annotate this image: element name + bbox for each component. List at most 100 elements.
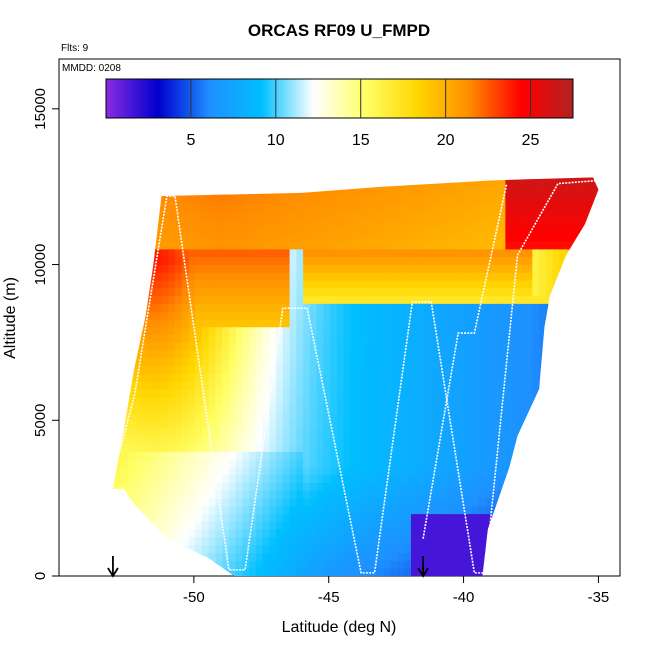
heatmap-cell [114,311,122,320]
heatmap-cell [397,451,405,460]
heatmap-cell [357,412,365,421]
heatmap-cell [464,202,473,211]
heatmap-cell [377,357,385,367]
heatmap-cell [303,560,311,569]
heatmap-cell [559,552,567,561]
heatmap-cell [363,326,371,336]
heatmap-cell [148,443,156,452]
heatmap-cell [478,420,486,429]
heatmap-cell [545,280,553,289]
heatmap-cell [485,365,493,374]
heatmap-cell [437,505,446,515]
heatmap-cell [112,334,115,343]
heatmap-cell [525,342,533,351]
heatmap-cell [518,326,527,336]
heatmap-cell [559,225,567,234]
heatmap-cell [545,435,553,445]
heatmap-cell [289,295,297,304]
heatmap-cell [336,210,344,219]
heatmap-cell [121,202,129,211]
heatmap-cell [141,342,149,351]
heatmap-cell [276,552,284,561]
heatmap-cell [154,451,162,460]
heatmap-cell [289,373,297,382]
heatmap-cell [154,389,162,398]
heatmap-cell [518,396,527,406]
heatmap-cell [168,233,176,242]
heatmap-cell [168,552,176,561]
heatmap-cell [350,194,358,203]
heatmap-cell [478,451,486,460]
heatmap-cell [498,521,506,530]
heatmap-cell [188,256,196,265]
heatmap-cell [518,498,527,507]
heatmap-cell [363,443,371,452]
heatmap-cell [269,365,277,374]
heatmap-cell [478,163,485,171]
heatmap-cell [458,513,466,522]
heatmap-cell [235,513,243,522]
heatmap-cell [491,389,500,398]
heatmap-cell [525,365,533,374]
heatmap-cell [350,241,358,250]
heatmap-cell [572,552,580,561]
heatmap-cell [410,396,419,406]
heatmap-cell [228,552,237,561]
heatmap-cell [121,568,129,576]
heatmap-cell [316,326,324,336]
heatmap-cell [539,451,547,460]
heatmap-cell [600,475,607,483]
heatmap-cell [357,513,365,522]
heatmap-cell [168,474,176,483]
heatmap-cell [222,420,230,429]
heatmap-cell [350,466,358,476]
heatmap-cell [559,264,567,273]
heatmap-cell [458,225,466,234]
heatmap-cell [545,513,553,522]
heatmap-cell [532,389,540,398]
heatmap-cell [141,177,149,180]
heatmap-cell [343,568,351,576]
heatmap-cell [350,248,358,258]
heatmap-cell [235,248,243,258]
heatmap-cell [552,311,560,320]
heatmap-cell [444,186,452,195]
heatmap-cell [121,373,129,382]
heatmap-cell [276,459,284,468]
heatmap-cell [161,404,169,413]
heatmap-cell [323,287,331,297]
heatmap-cell [181,544,189,554]
heatmap-cell [208,280,216,289]
heatmap-cell [235,295,243,304]
heatmap-cell [296,396,304,406]
heatmap-cell [141,202,149,211]
heatmap-cell [195,264,203,273]
heatmap-cell [195,435,203,445]
heatmap-cell [363,490,371,499]
heatmap-cell [384,210,392,219]
heatmap-cell [343,326,351,336]
heatmap-cell [208,334,216,343]
heatmap-cell [498,248,506,258]
heatmap-cell [249,264,257,273]
heatmap-cell [518,435,527,445]
heatmap-cell [269,319,277,328]
heatmap-cell [404,451,412,460]
heatmap-cell [572,319,580,328]
heatmap-cell [451,552,459,561]
heatmap-cell [350,295,358,304]
heatmap-cell [431,217,439,227]
heatmap-cell [518,521,527,530]
heatmap-cell [593,373,599,382]
heatmap-cell [316,428,324,437]
heatmap-cell [498,210,506,219]
heatmap-cell [195,505,203,515]
heatmap-cell [518,451,527,460]
heatmap-cell [471,342,479,351]
heatmap-cell [208,513,216,522]
heatmap-cell [357,490,365,499]
heatmap-cell [539,186,547,195]
heatmap-cell [330,202,338,211]
heatmap-cell [222,280,230,289]
heatmap-cell [222,451,230,460]
